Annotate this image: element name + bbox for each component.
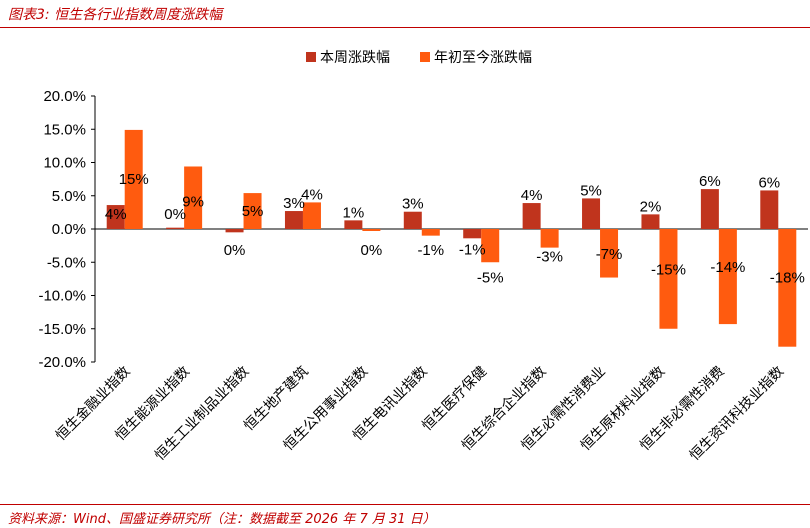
bar-ytd-change: [659, 229, 678, 329]
bar-ytd-change: [600, 229, 619, 278]
bar-ytd-change: [124, 129, 143, 229]
y-tick-label: 0.0%: [52, 221, 86, 238]
data-label-weekly: 0%: [224, 242, 246, 259]
legend: 本周涨跌幅 年初至今涨跌幅: [306, 49, 532, 66]
bar-ytd-change: [778, 229, 797, 347]
bar-ytd-change: [481, 229, 500, 263]
top-divider: [0, 27, 810, 28]
data-label-weekly: -1%: [459, 241, 486, 258]
bar-ytd-change: [302, 202, 321, 229]
data-label-weekly: 5%: [580, 182, 602, 199]
bar-ytd-change: [362, 229, 381, 231]
data-label-weekly: 6%: [699, 173, 721, 190]
data-label-weekly: 4%: [521, 187, 543, 204]
bar-ytd-change: [184, 166, 203, 229]
data-label-ytd: 9%: [182, 193, 204, 210]
data-label-ytd: -5%: [477, 269, 504, 286]
y-tick-label: -20.0%: [38, 354, 86, 371]
bar-ytd-change: [421, 229, 440, 236]
bar-weekly-change: [522, 203, 541, 229]
chart-title: 图表3: 恒生各行业指数周度涨跌幅: [8, 7, 223, 23]
data-label-ytd: -15%: [651, 261, 686, 278]
data-label-ytd: -3%: [536, 249, 563, 266]
bar-weekly-change: [582, 198, 601, 229]
data-label-weekly: 0%: [164, 206, 186, 223]
bottom-divider: [0, 504, 810, 505]
bars: [106, 129, 797, 347]
bar-weekly-change: [463, 229, 482, 239]
bar-chart: 本周涨跌幅 年初至今涨跌幅 20.0% 15.0% 10.0% 5.0% 0.0% -5.0…: [38, 49, 808, 464]
y-axis: 20.0% 15.0% 10.0% 5.0% 0.0% -5.0% -10.0% -15.0%…: [38, 88, 808, 371]
y-tick-label: -5.0%: [47, 254, 86, 271]
data-label-ytd: 0%: [361, 242, 383, 259]
data-label-weekly: 1%: [343, 204, 365, 221]
legend-label-weekly: 本周涨跌幅: [320, 50, 390, 66]
y-tick-label: -10.0%: [38, 288, 86, 305]
bar-weekly-change: [641, 214, 660, 229]
bar-weekly-change: [225, 229, 244, 233]
bar-weekly-change: [284, 211, 303, 229]
data-label-ytd: 4%: [301, 186, 323, 203]
data-label-ytd: 15%: [119, 171, 149, 188]
data-labels: 4%15%0%9%0%5% 3%4%1%0%3%-1% -1%-5%4%-3%5%-…: [105, 171, 805, 287]
data-label-ytd: -7%: [596, 246, 623, 263]
y-tick-label: -15.0%: [38, 321, 86, 338]
bar-weekly-change: [344, 220, 363, 229]
data-label-weekly: 6%: [758, 174, 780, 191]
source-note: 资料来源：Wind、国盛证券研究所（注：数据截至 2026 年 7 月 31 日…: [8, 512, 436, 527]
legend-swatch-ytd: [420, 52, 430, 62]
bar-ytd-change: [243, 193, 262, 229]
y-tick-label: 15.0%: [43, 121, 86, 138]
data-label-ytd: 5%: [242, 203, 264, 220]
data-label-weekly: 3%: [283, 195, 305, 212]
bar-weekly-change: [403, 211, 422, 229]
bar-weekly-change: [760, 190, 779, 229]
legend-swatch-weekly: [306, 52, 316, 62]
bar-ytd-change: [540, 229, 559, 248]
y-tick-label: 20.0%: [43, 88, 86, 105]
bar-ytd-change: [718, 229, 737, 325]
legend-label-ytd: 年初至今涨跌幅: [434, 49, 532, 66]
bar-weekly-change: [106, 205, 125, 229]
y-tick-label: 5.0%: [52, 188, 86, 205]
data-label-ytd: -14%: [710, 259, 745, 276]
y-tick-label: 10.0%: [43, 155, 86, 172]
data-label-weekly: 2%: [640, 198, 662, 215]
bar-weekly-change: [166, 227, 185, 229]
data-label-ytd: -18%: [770, 270, 805, 287]
category-labels: 恒生金融业指数恒生能源业指数恒生工业制品业指数恒生地产建筑恒生公用事业指数恒生电…: [53, 363, 787, 464]
bar-weekly-change: [700, 189, 719, 229]
data-label-weekly: 4%: [105, 206, 127, 223]
data-label-ytd: -1%: [417, 242, 444, 259]
data-label-weekly: 3%: [402, 196, 424, 213]
